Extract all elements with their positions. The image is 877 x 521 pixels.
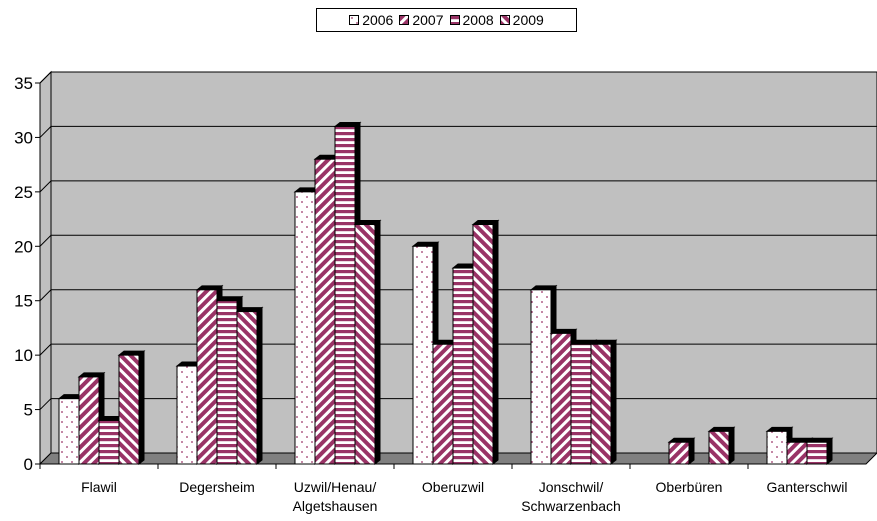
- bar: [707, 426, 736, 466]
- bar: [471, 219, 500, 466]
- gridline: [39, 234, 877, 247]
- x-tick-label: Oberuzwil: [422, 479, 484, 495]
- legend-item-2009: 2009: [499, 12, 544, 28]
- x-tick-label: Flawil: [81, 479, 117, 495]
- bar: [589, 339, 618, 466]
- y-tick-label: 25: [14, 183, 33, 202]
- legend-swatch-2008: [449, 15, 460, 25]
- x-tick-label: Jonschwil/Schwarzenbach: [521, 479, 621, 514]
- legend-label-2007: 2007: [412, 12, 444, 28]
- bar: [117, 350, 146, 466]
- legend-item-2006: 2006: [349, 12, 393, 28]
- y-tick-label: 5: [24, 401, 33, 420]
- legend: 2006 2007 2008 2009: [316, 8, 577, 32]
- legend-swatch-2006: [349, 15, 360, 25]
- legend-label-2008: 2008: [462, 12, 494, 28]
- legend-swatch-2007: [399, 15, 410, 25]
- x-tick-label: Uzwil/Henau/Algetshausen: [293, 479, 378, 514]
- legend-item-2007: 2007: [399, 12, 444, 28]
- plot-side-wall: [39, 70, 52, 466]
- y-tick-label: 15: [14, 292, 33, 311]
- bar: [353, 219, 382, 466]
- legend-item-2008: 2008: [449, 12, 494, 28]
- gridline: [39, 289, 877, 302]
- gridline: [39, 125, 877, 138]
- y-tick-label: 20: [14, 237, 33, 256]
- x-tick-label: Oberbüren: [656, 479, 723, 495]
- legend-swatch-2009: [499, 15, 510, 25]
- y-tick-label: 35: [14, 74, 33, 93]
- y-tick-label: 10: [14, 346, 33, 365]
- y-tick-label: 0: [24, 455, 33, 474]
- legend-label-2006: 2006: [362, 12, 394, 28]
- bar: [805, 437, 834, 466]
- bar: [235, 306, 264, 466]
- x-tick-label: Degersheim: [179, 479, 254, 495]
- x-tick-label: Ganterschwil: [767, 479, 848, 495]
- gridline: [39, 180, 877, 193]
- bar: [667, 437, 696, 466]
- legend-label-2009: 2009: [512, 12, 544, 28]
- gridline: [39, 71, 877, 84]
- y-tick-label: 30: [14, 128, 33, 147]
